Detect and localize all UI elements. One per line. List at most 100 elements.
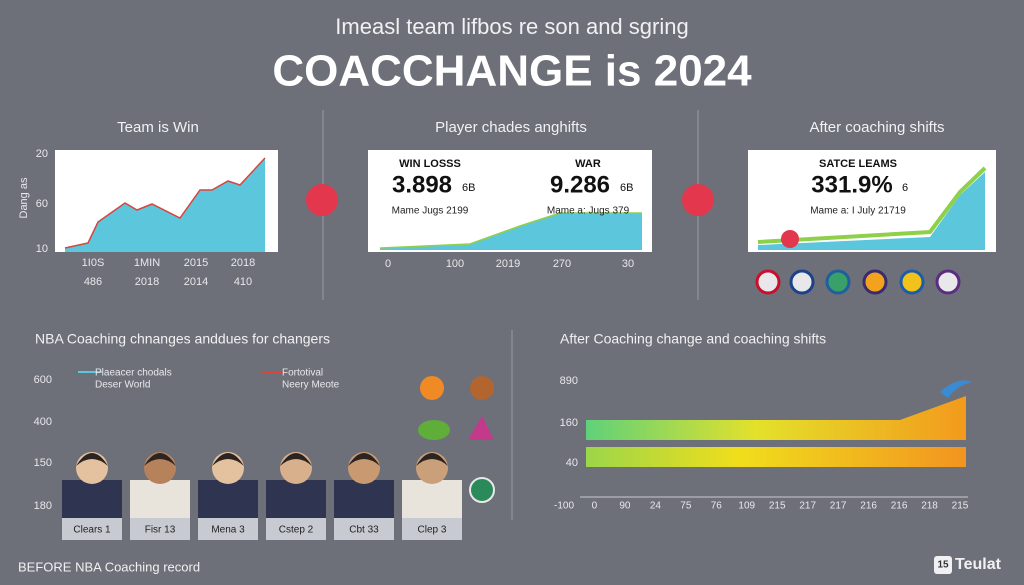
- y-label: 40: [566, 457, 578, 469]
- hair: [348, 453, 380, 466]
- legend-text: Neery Meote: [282, 380, 340, 391]
- basketball: [682, 184, 714, 216]
- band: [586, 396, 966, 440]
- y-label: 20: [36, 148, 48, 160]
- legend-text: Fortotival: [282, 368, 323, 379]
- card-label-bg: [334, 518, 394, 540]
- basketball: [306, 184, 338, 216]
- card-label: Clears 1: [73, 525, 111, 536]
- title: COACCHANGE is 2024: [272, 47, 752, 96]
- card-label: Cstep 2: [279, 525, 314, 536]
- basketball: [781, 230, 799, 248]
- hair: [144, 453, 176, 466]
- stat-note: Mame Jugs 2199: [392, 206, 469, 217]
- y-label: 400: [34, 416, 52, 428]
- x-label: 217: [830, 501, 847, 512]
- x-label: 410: [234, 276, 252, 288]
- area: [758, 172, 985, 250]
- stat-unit: 6B: [462, 182, 475, 194]
- team-logo: [789, 269, 815, 295]
- card-label: Fisr 13: [145, 525, 176, 536]
- y-label: 60: [36, 198, 48, 210]
- stat-note: Mame a: I July 21719: [810, 206, 906, 217]
- team-logo: [469, 477, 495, 503]
- card-label: Clep 3: [418, 525, 447, 536]
- x-label: 216: [860, 501, 877, 512]
- card-label-bg: [62, 518, 122, 540]
- logo-text: Teulat: [955, 556, 1002, 573]
- panel-title: NBA Coaching chnanges anddues for change…: [35, 331, 330, 347]
- stat-value: 3.898: [392, 171, 452, 198]
- stat-unit: 6B: [620, 182, 633, 194]
- stat-label: SATCE LEAMS: [819, 158, 897, 170]
- line: [379, 212, 642, 249]
- card-label-bg: [402, 518, 462, 540]
- x-label: 215: [952, 501, 969, 512]
- x-label: 215: [769, 501, 786, 512]
- x-label: 2015: [184, 257, 208, 269]
- x-label: 217: [799, 501, 816, 512]
- stat-label: WAR: [575, 158, 601, 170]
- stat-value: 9.286: [550, 171, 610, 198]
- card-label-bg: [266, 518, 326, 540]
- x-label: 24: [650, 501, 662, 512]
- x-label: 109: [738, 501, 755, 512]
- y-label: 160: [560, 417, 578, 429]
- hair: [212, 453, 244, 466]
- band: [586, 447, 966, 467]
- area: [380, 213, 642, 250]
- card-label-bg: [198, 518, 258, 540]
- card-label: Mena 3: [211, 525, 245, 536]
- footer-text: BEFORE NBA Coaching record: [18, 559, 200, 574]
- y-axis-label: Dang as: [18, 177, 30, 218]
- logo-badge-bg: [934, 556, 952, 574]
- panel-title: After Coaching change and coaching shift…: [560, 331, 826, 347]
- x-label: 2018: [231, 257, 255, 269]
- team-logo: [825, 269, 851, 295]
- x-label: 1MIN: [134, 257, 160, 269]
- team-logo: [468, 416, 494, 440]
- x-label: 100: [446, 258, 464, 270]
- stat-note: Mame a: Jugs 379: [547, 206, 630, 217]
- x-label: 2018: [135, 276, 159, 288]
- x-label: 30: [622, 258, 634, 270]
- stat-unit: 6: [902, 182, 908, 194]
- team-logos: [418, 376, 495, 503]
- line: [757, 166, 987, 244]
- line: [64, 157, 266, 249]
- card-label: Cbt 33: [349, 525, 379, 536]
- y-label: 890: [560, 375, 578, 387]
- legend-text: Plaeacer chodals: [95, 368, 172, 379]
- y-label: 150: [34, 457, 52, 469]
- logo-badge: 15: [937, 560, 949, 571]
- x-label: 76: [711, 501, 723, 512]
- x-label: 2014: [184, 276, 208, 288]
- team-logo: [935, 269, 961, 295]
- team-logo: [940, 380, 972, 398]
- y-label: 600: [34, 374, 52, 386]
- x-label: 270: [553, 258, 571, 270]
- y-label: 10: [36, 243, 48, 255]
- subtitle: Imeasl team lifbos re son and sgring: [335, 14, 688, 39]
- legend-text: Deser World: [95, 380, 150, 391]
- team-logo: [755, 269, 781, 295]
- hair: [280, 453, 312, 466]
- team-logo: [470, 376, 494, 400]
- x-label: 486: [84, 276, 102, 288]
- team-logo: [899, 269, 925, 295]
- team-logo: [420, 376, 444, 400]
- x-label: 0: [592, 501, 598, 512]
- x-label: 218: [921, 501, 938, 512]
- y-label: 180: [34, 500, 52, 512]
- x-label: 0: [385, 258, 391, 270]
- stat-label: WIN LOSSS: [399, 158, 461, 170]
- x-label: 75: [680, 501, 692, 512]
- hair: [76, 453, 108, 466]
- x-label: 216: [891, 501, 908, 512]
- x-label: 90: [619, 501, 631, 512]
- x-label: -100: [554, 501, 574, 512]
- card-label-bg: [130, 518, 190, 540]
- team-logo: [418, 420, 450, 440]
- team-logo: [862, 269, 888, 295]
